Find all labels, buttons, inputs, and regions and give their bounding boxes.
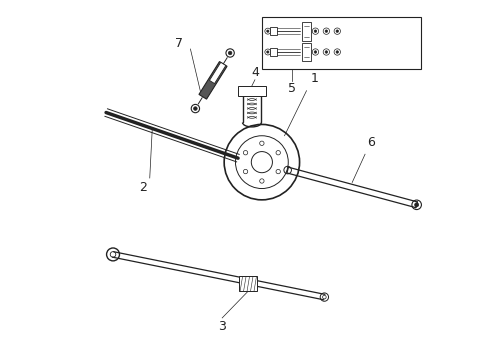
Circle shape: [194, 107, 197, 111]
Circle shape: [314, 30, 317, 32]
Circle shape: [415, 203, 418, 207]
Circle shape: [325, 51, 328, 53]
Circle shape: [336, 30, 339, 32]
Text: 4: 4: [251, 66, 259, 79]
Circle shape: [267, 30, 269, 32]
Polygon shape: [209, 62, 226, 84]
Text: 3: 3: [218, 320, 226, 333]
Bar: [239, 276, 257, 291]
Bar: [238, 86, 267, 96]
Circle shape: [336, 51, 339, 53]
Text: 5: 5: [288, 82, 295, 95]
Text: 1: 1: [311, 72, 319, 85]
Text: 2: 2: [139, 181, 147, 194]
Bar: [262, 17, 420, 69]
Bar: [301, 22, 311, 41]
Circle shape: [228, 51, 232, 55]
Polygon shape: [199, 62, 227, 99]
Bar: [270, 27, 276, 35]
Circle shape: [267, 51, 269, 53]
Circle shape: [314, 51, 317, 53]
Bar: [270, 48, 276, 56]
Text: 7: 7: [174, 37, 182, 50]
Circle shape: [325, 30, 328, 32]
Bar: [301, 42, 311, 62]
Text: 6: 6: [367, 136, 375, 149]
